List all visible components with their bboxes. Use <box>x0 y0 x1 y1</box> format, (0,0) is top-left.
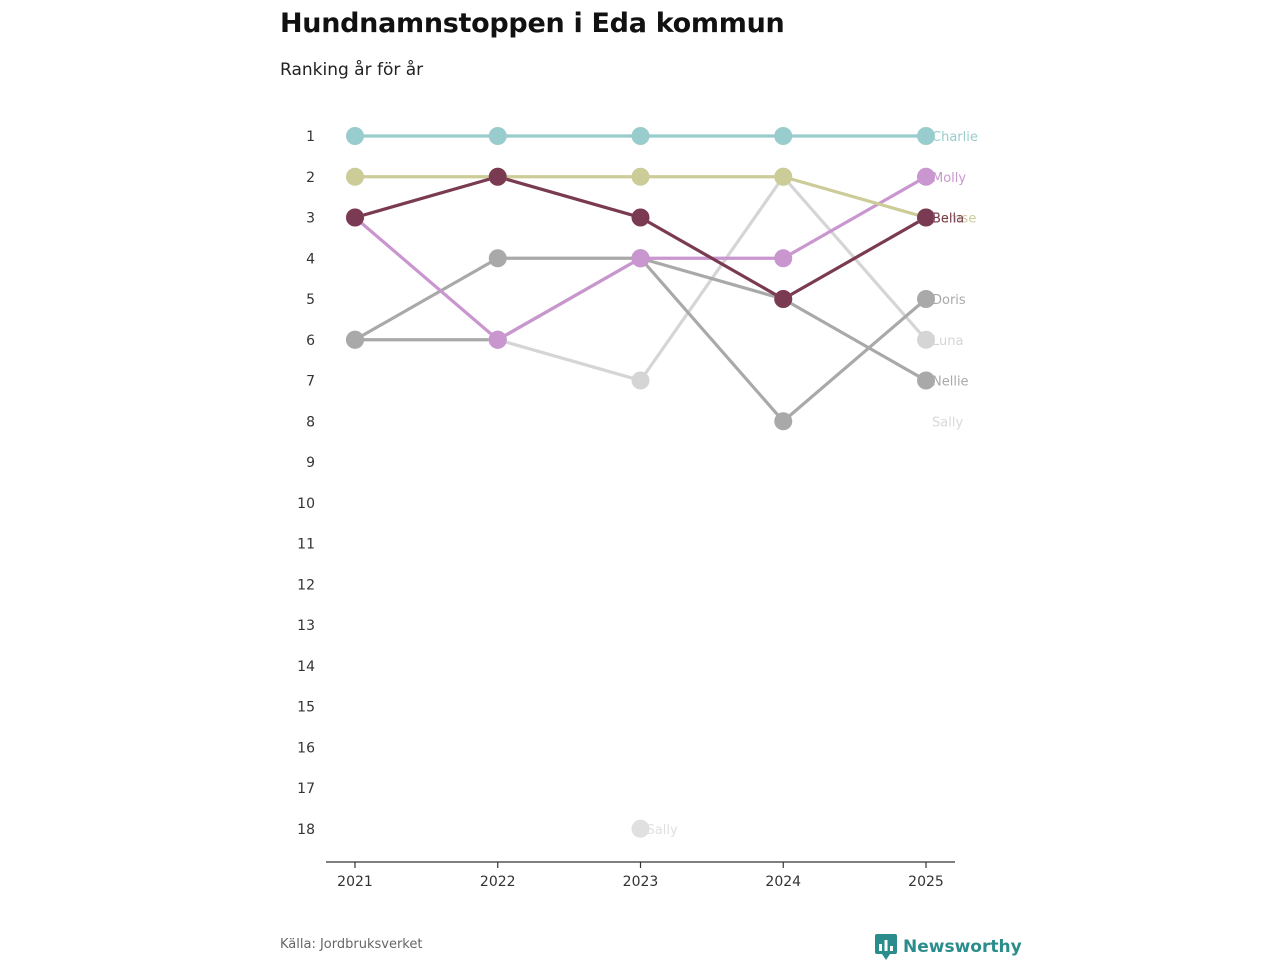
series-point <box>917 208 935 227</box>
y-tick-label: 12 <box>297 577 315 593</box>
y-tick-label: 8 <box>306 414 315 430</box>
series-end-label: Molly <box>932 171 966 186</box>
x-tick-label: 2023 <box>623 874 659 890</box>
series-point <box>631 127 650 145</box>
y-tick-label: 2 <box>306 170 315 186</box>
series-points <box>346 127 935 838</box>
y-tick-label: 9 <box>306 455 315 471</box>
y-tick-label: 7 <box>306 374 315 390</box>
y-tick-label: 13 <box>297 618 315 634</box>
y-tick-label: 4 <box>306 251 315 267</box>
series-point <box>346 330 364 349</box>
series-end-label: Sally <box>932 415 963 430</box>
x-tick-label: 2021 <box>337 874 373 890</box>
y-tick-label: 5 <box>306 292 315 308</box>
series-point <box>917 127 935 145</box>
series-point <box>917 371 935 390</box>
series-end-label: Doris <box>932 293 966 308</box>
brand-name: Newsworthy <box>903 937 1022 957</box>
y-tick-label: 15 <box>297 700 315 716</box>
series-point <box>917 167 935 186</box>
y-tick-label: 17 <box>297 781 315 797</box>
series-point <box>774 290 793 308</box>
series-point <box>774 249 793 268</box>
series-end-label: Luna <box>932 334 963 349</box>
series-end-label: Bamse <box>932 212 976 227</box>
series-point <box>774 127 793 145</box>
x-tick-label: 2025 <box>908 874 944 890</box>
series-point <box>488 330 507 349</box>
series-end-label: Bella <box>932 212 964 227</box>
series-point <box>917 290 935 308</box>
chart-subtitle: Ranking år för år <box>280 60 424 80</box>
y-tick-label: 18 <box>297 822 315 838</box>
series-point <box>774 412 793 431</box>
series-point <box>631 819 650 838</box>
y-tick-label: 1 <box>306 129 315 145</box>
series-end-label: Sally <box>647 823 678 838</box>
series-point <box>488 167 507 186</box>
series-point <box>631 371 650 390</box>
series-point <box>346 167 364 186</box>
series-point <box>346 208 364 227</box>
y-tick-label: 6 <box>306 333 315 349</box>
series-end-label: Nellie <box>932 375 969 390</box>
series-point <box>488 249 507 268</box>
y-tick-label: 11 <box>297 537 315 553</box>
x-tick-label: 2022 <box>480 874 516 890</box>
series-point <box>488 127 507 145</box>
y-tick-label: 3 <box>306 211 315 227</box>
series-point <box>917 330 935 349</box>
series-point <box>631 249 650 268</box>
chart-title: Hundnamnstoppen i Eda kommun <box>280 8 785 39</box>
source-note: Källa: Jordbruksverket <box>280 937 423 952</box>
series-line <box>355 256 928 423</box>
series-end-label: Charlie <box>932 130 978 145</box>
series-line <box>354 175 927 301</box>
x-tick-label: 2024 <box>765 874 801 890</box>
bar-chart-icon <box>875 934 897 960</box>
y-tick-label: 16 <box>297 740 315 756</box>
y-tick-label: 14 <box>297 659 315 675</box>
brand-logo[interactable]: Newsworthy <box>875 934 1022 960</box>
series-line <box>354 256 927 382</box>
series-point <box>346 127 364 145</box>
y-tick-label: 10 <box>297 496 315 512</box>
series-point <box>631 167 650 186</box>
series-point <box>631 208 650 227</box>
series-point <box>774 167 793 186</box>
x-axis: 2021 2022 2023 2024 2025 <box>326 861 955 890</box>
